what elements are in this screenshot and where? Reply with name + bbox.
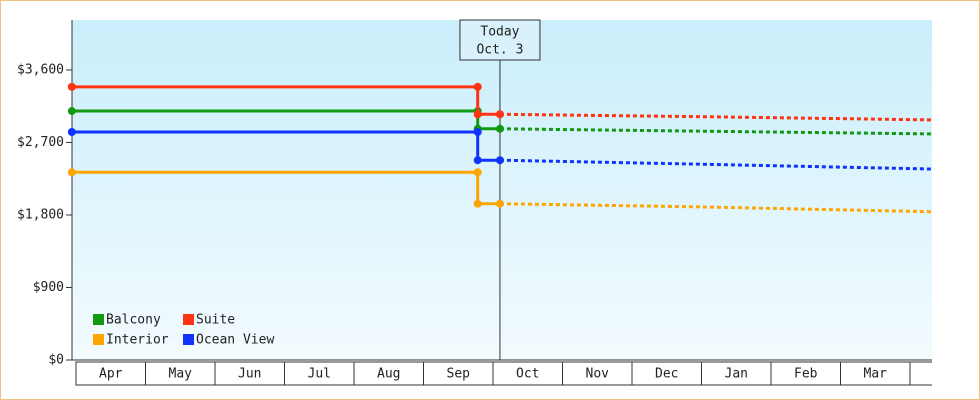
x-tick-label: Sep [447, 367, 471, 382]
x-tick-label: Aug [377, 367, 400, 382]
legend-swatch [93, 314, 104, 325]
price-point [473, 168, 482, 177]
price-point [495, 199, 504, 208]
price-point [67, 127, 76, 136]
price-line [71, 130, 500, 162]
x-tick-label: Apr [99, 367, 123, 382]
x-tick-label: Nov [586, 367, 610, 382]
legend-swatch [183, 334, 194, 345]
price-point [473, 127, 482, 136]
x-tick-label: Jun [238, 367, 261, 382]
price-point [495, 110, 504, 119]
price-point [495, 124, 504, 133]
y-tick-label: $2,700 [17, 135, 64, 150]
price-point [473, 199, 482, 208]
legend-label: Balcony [106, 313, 161, 328]
x-tick-label: Mar [864, 367, 888, 382]
x-tick-label: May [169, 367, 193, 382]
y-tick-label: $3,600 [17, 62, 64, 77]
x-tick-label: Feb [794, 367, 818, 382]
price-point [473, 156, 482, 165]
x-tick-label: Jul [308, 367, 331, 382]
price-point [473, 82, 482, 91]
plot-area [72, 20, 932, 360]
month-box [909, 361, 932, 386]
x-tick-label: Dec [655, 367, 678, 382]
today-label: Today [480, 25, 519, 40]
today-label: Oct. 3 [476, 43, 523, 58]
price-point [495, 156, 504, 165]
price-line [71, 85, 500, 116]
price-point [67, 107, 76, 116]
price-point [67, 82, 76, 91]
price-point [67, 168, 76, 177]
legend-label: Interior [106, 333, 169, 348]
today-box [459, 19, 541, 61]
y-tick-label: $1,800 [17, 207, 64, 222]
legend-label: Suite [196, 313, 235, 328]
price-line [71, 170, 500, 206]
y-tick-label: $900 [33, 280, 64, 295]
legend-swatch [93, 334, 104, 345]
x-tick-label: Jan [725, 367, 748, 382]
price-line [71, 109, 500, 131]
legend-label: Ocean View [196, 333, 274, 348]
x-tick-label: Oct [516, 367, 539, 382]
y-tick-label: $0 [48, 353, 64, 368]
price-point [473, 110, 482, 119]
legend-swatch [183, 314, 194, 325]
